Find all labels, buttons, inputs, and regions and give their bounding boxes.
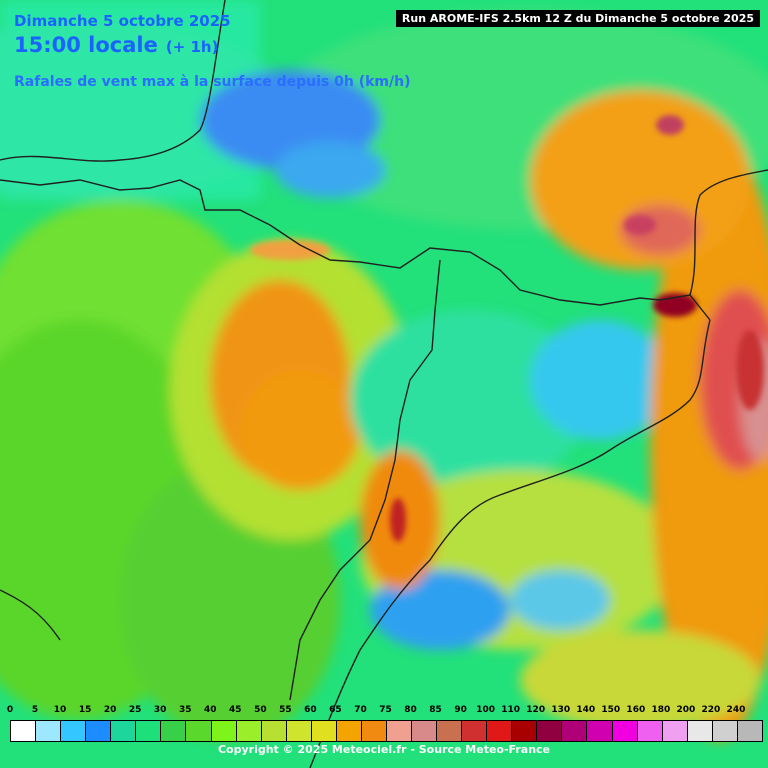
- map-date: Dimanche 5 octobre 2025: [14, 12, 231, 30]
- legend-swatch: [11, 721, 37, 741]
- legend-tick-label: 50: [254, 705, 267, 715]
- legend-swatch: [136, 721, 162, 741]
- legend-swatch: [336, 721, 362, 741]
- legend-tick-label: 15: [78, 705, 92, 715]
- legend-swatch: [612, 721, 638, 741]
- legend-tick-label: 35: [178, 705, 192, 715]
- legend-swatch: [487, 721, 513, 741]
- legend-swatch: [637, 721, 663, 741]
- legend-swatch: [562, 721, 588, 741]
- legend-tick-label: 10: [53, 705, 67, 715]
- legend-tick-label: 25: [128, 705, 142, 715]
- legend-tick-label: 150: [601, 705, 621, 715]
- legend-swatch: [161, 721, 187, 741]
- legend-swatch: [437, 721, 463, 741]
- legend-swatch: [687, 721, 713, 741]
- legend-tick-label: 200: [676, 705, 696, 715]
- legend-swatch: [512, 721, 538, 741]
- legend-tick-label: 130: [551, 705, 571, 715]
- legend-tick-label: 160: [626, 705, 646, 715]
- legend-swatch: [286, 721, 312, 741]
- copyright: Copyright © 2025 Meteociel.fr - Source M…: [217, 743, 551, 756]
- legend-swatch: [587, 721, 613, 741]
- legend-tick-label: 0: [6, 705, 14, 715]
- legend-tick-label: 60: [304, 705, 317, 715]
- legend-bar: [10, 720, 763, 742]
- legend-swatch: [86, 721, 112, 741]
- map-variable: Rafales de vent max à la surface depuis …: [14, 74, 411, 90]
- legend-tick-label: 140: [576, 705, 596, 715]
- legend-tick-label: 5: [31, 705, 39, 715]
- legend-swatch: [211, 721, 237, 741]
- legend-swatch: [261, 721, 287, 741]
- legend-tick-label: 75: [379, 705, 392, 715]
- legend-tick-label: 100: [476, 705, 496, 715]
- color-legend: 0 5 10 15 20 25 30 35 40 45 50 55 60 65 70 75 80 85 90 100 1…: [0, 700, 768, 768]
- map-time: 15:00 locale (+ 1h): [14, 33, 218, 57]
- legend-tick-label: 85: [429, 705, 442, 715]
- legend-swatch: [662, 721, 688, 741]
- legend-tick-label: 70: [354, 705, 367, 715]
- legend-tick-label: 45: [229, 705, 242, 715]
- legend-swatch: [712, 721, 738, 741]
- legend-tick-label: 80: [404, 705, 417, 715]
- run-label: Run AROME-IFS 2.5km 12 Z du Dimanche 5 o…: [395, 10, 760, 27]
- legend-swatch: [36, 721, 62, 741]
- legend-tick-label: 40: [204, 705, 217, 715]
- legend-tick-label: 180: [651, 705, 671, 715]
- legend-swatch: [737, 721, 762, 741]
- legend-tick-label: 55: [279, 705, 292, 715]
- legend-swatch: [462, 721, 488, 741]
- legend-swatch: [111, 721, 137, 741]
- time-label: 15:00 locale: [14, 33, 158, 57]
- time-offset: (+ 1h): [165, 38, 219, 56]
- legend-tick-label: 120: [526, 705, 546, 715]
- legend-tick-label: 90: [454, 705, 467, 715]
- legend-swatch: [361, 721, 387, 741]
- legend-tick-label: 220: [701, 705, 721, 715]
- wind-field: [0, 0, 768, 740]
- legend-swatch: [386, 721, 412, 741]
- legend-swatch: [61, 721, 87, 741]
- legend-tick-label: 110: [501, 705, 521, 715]
- legend-tick-label: 30: [153, 705, 167, 715]
- legend-swatch: [537, 721, 563, 741]
- legend-tick-label: 20: [103, 705, 117, 715]
- legend-tick-label: 65: [329, 705, 342, 715]
- legend-swatch: [236, 721, 262, 741]
- legend-swatch: [311, 721, 337, 741]
- legend-swatch: [186, 721, 212, 741]
- legend-tick-label: 240: [726, 705, 746, 715]
- legend-swatch: [412, 721, 438, 741]
